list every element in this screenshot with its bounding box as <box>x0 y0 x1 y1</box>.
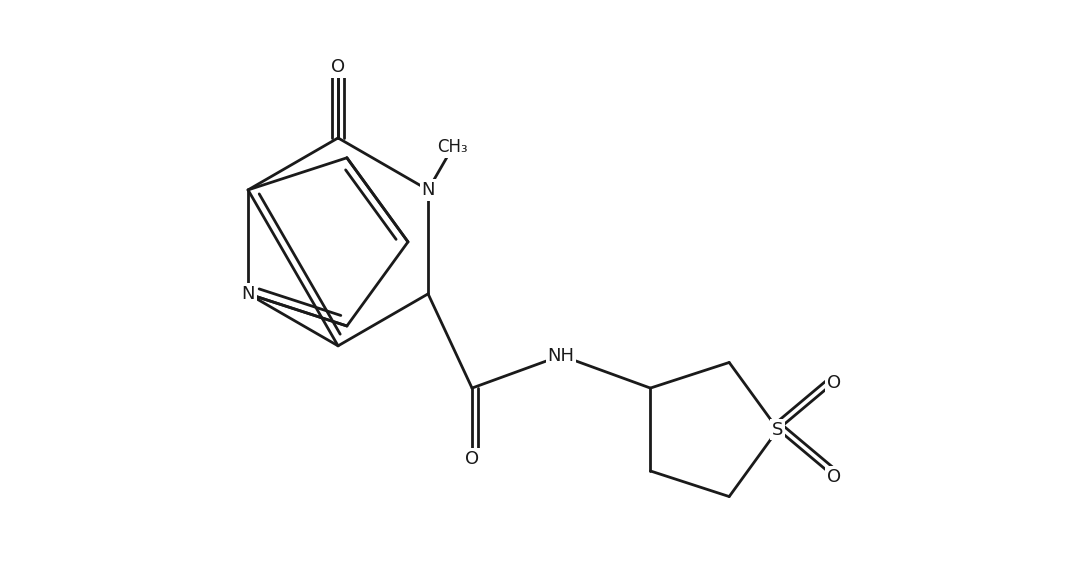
Text: CH₃: CH₃ <box>437 138 469 156</box>
Text: N: N <box>241 285 254 303</box>
Text: O: O <box>331 59 345 77</box>
Text: O: O <box>465 450 479 468</box>
Text: NH: NH <box>547 347 575 364</box>
Text: O: O <box>827 468 841 486</box>
Text: N: N <box>421 181 435 199</box>
Text: S: S <box>773 421 783 438</box>
Text: O: O <box>827 373 841 391</box>
